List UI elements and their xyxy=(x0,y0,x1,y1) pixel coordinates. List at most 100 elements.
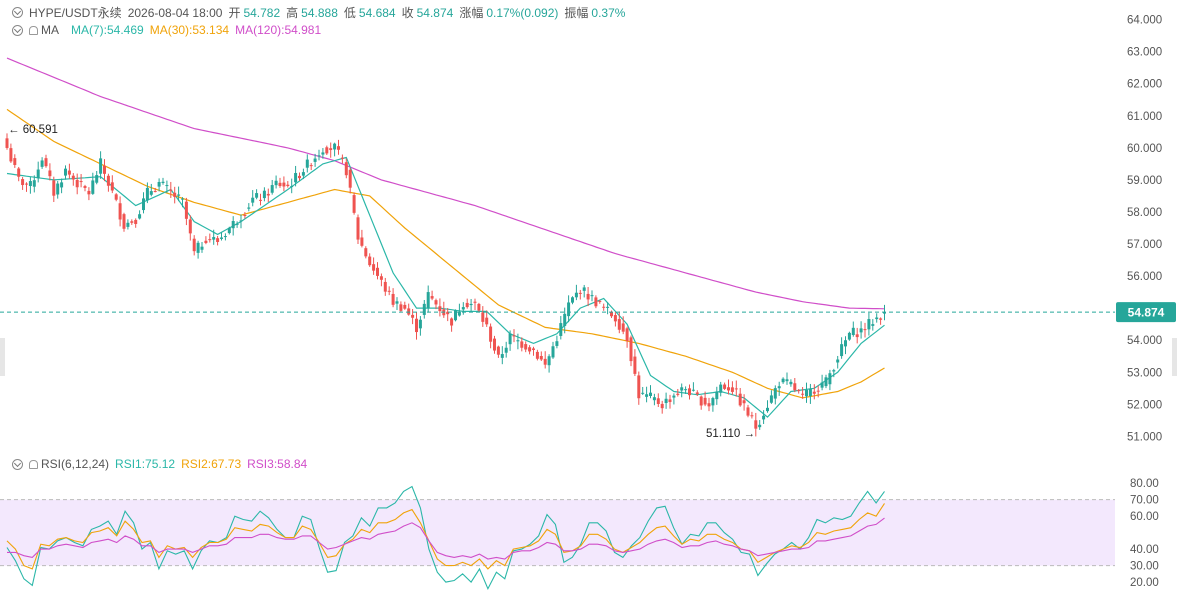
candle xyxy=(290,178,294,194)
candle-body xyxy=(508,333,512,345)
candle xyxy=(711,396,715,412)
candle-body xyxy=(208,239,212,241)
candle xyxy=(434,298,438,310)
candle-body xyxy=(110,182,114,191)
candle-body xyxy=(376,267,379,276)
candle xyxy=(48,163,52,181)
candle xyxy=(859,321,863,339)
candle-body xyxy=(368,256,372,266)
candle xyxy=(52,176,56,203)
candle xyxy=(516,333,520,350)
candle xyxy=(262,187,266,202)
candle xyxy=(621,316,625,335)
candle xyxy=(223,233,227,241)
candle xyxy=(649,385,652,399)
candle xyxy=(641,386,645,395)
candle xyxy=(216,235,220,246)
candle xyxy=(274,175,278,189)
candle xyxy=(820,374,824,391)
candle xyxy=(477,302,481,313)
candle-body xyxy=(333,143,337,150)
candle-body xyxy=(520,341,524,348)
candle-body xyxy=(235,223,239,225)
right-scroll-handle[interactable] xyxy=(1172,338,1177,376)
ma120-line xyxy=(6,57,885,310)
candle xyxy=(5,133,9,150)
candle xyxy=(481,306,485,327)
candle xyxy=(539,351,543,362)
candle-body xyxy=(820,382,824,388)
candle-body xyxy=(469,303,473,306)
candle xyxy=(629,335,633,367)
rsi2-line xyxy=(6,503,885,570)
price-tick-label: 61.000 xyxy=(1127,111,1162,123)
collapse-chevron-icon[interactable] xyxy=(12,458,23,470)
high-annotation: ← 60.591 xyxy=(8,124,58,136)
candle-body xyxy=(348,169,352,188)
candle-body xyxy=(500,354,504,358)
candle-body xyxy=(844,340,847,347)
candle xyxy=(606,302,610,315)
candle-body xyxy=(758,424,762,428)
candle xyxy=(808,383,812,404)
candle xyxy=(461,302,465,315)
candle xyxy=(590,290,594,302)
candle xyxy=(738,387,742,407)
candle-body xyxy=(477,303,481,311)
candle xyxy=(582,284,586,298)
candle-body xyxy=(574,292,578,298)
collapse-chevron-icon[interactable] xyxy=(12,7,23,18)
candle-body xyxy=(754,420,758,429)
candle-body xyxy=(535,351,539,359)
candle xyxy=(379,273,383,287)
candle-body xyxy=(103,165,106,174)
candle-body xyxy=(789,381,793,385)
candle xyxy=(602,303,606,311)
candle xyxy=(356,214,360,245)
candle-body xyxy=(118,203,122,220)
candle-body xyxy=(637,375,641,399)
candle-body xyxy=(465,302,469,308)
candle xyxy=(329,142,333,158)
candle xyxy=(344,158,348,179)
candlestick-series xyxy=(5,133,886,437)
candle xyxy=(259,193,262,206)
candle-body xyxy=(177,194,181,196)
left-scroll-handle[interactable] xyxy=(0,338,5,376)
candle-body xyxy=(551,346,555,358)
rsi-tick-label: 30.00 xyxy=(1130,561,1159,573)
alert-bell-icon[interactable] xyxy=(29,459,38,469)
candle xyxy=(559,315,563,340)
candle xyxy=(851,321,855,337)
candle-body xyxy=(325,147,329,154)
candle-body xyxy=(192,238,196,252)
candle-body xyxy=(684,389,688,391)
candle-body xyxy=(840,344,844,357)
candle-body xyxy=(801,393,805,395)
candle xyxy=(812,384,816,400)
candle xyxy=(442,301,446,318)
candle-body xyxy=(454,310,457,321)
candle xyxy=(567,295,571,323)
candle xyxy=(855,327,859,344)
candle xyxy=(309,163,313,171)
collapse-chevron-icon[interactable] xyxy=(12,24,23,36)
candle-body xyxy=(812,391,816,394)
candle xyxy=(114,193,118,202)
candle xyxy=(598,299,602,304)
candle-body xyxy=(106,175,110,186)
price-tick-label: 56.000 xyxy=(1127,271,1162,283)
candle-body xyxy=(321,152,325,155)
candle-body xyxy=(99,158,103,174)
candle xyxy=(594,295,598,309)
candle-body xyxy=(660,403,664,409)
ma30-value: MA(30):53.134 xyxy=(149,23,230,37)
candle-body xyxy=(344,162,348,176)
candle xyxy=(528,345,532,355)
alert-bell-icon[interactable] xyxy=(29,25,38,35)
candle-body xyxy=(418,319,422,329)
candle xyxy=(64,165,67,180)
candle xyxy=(727,379,730,395)
candle xyxy=(301,168,305,180)
